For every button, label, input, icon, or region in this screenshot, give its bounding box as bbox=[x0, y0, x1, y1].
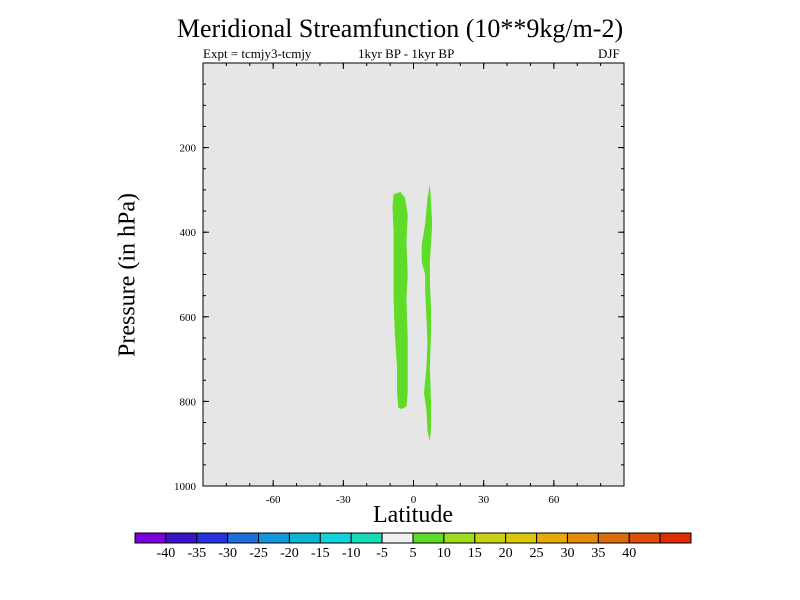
colorbar-label: 15 bbox=[468, 546, 482, 561]
contour-region-1 bbox=[392, 192, 408, 409]
x-tick-label: -30 bbox=[336, 494, 351, 506]
colorbar-swatch bbox=[196, 532, 229, 544]
colorbar-label: -10 bbox=[342, 546, 361, 561]
contour-region-2 bbox=[421, 183, 433, 442]
colorbar-label: -35 bbox=[187, 546, 206, 561]
colorbar-swatch bbox=[474, 532, 507, 544]
colorbar-label: 40 bbox=[622, 546, 636, 561]
colorbar-swatch bbox=[443, 532, 476, 544]
x-tick-label: 60 bbox=[548, 494, 560, 506]
colorbar-swatch bbox=[505, 532, 538, 544]
colorbar-label: -40 bbox=[157, 546, 176, 561]
colorbar: -40 -35 -30 -25 -20 -15 -10 -5 5 10 15 20 25 30 35 40 bbox=[134, 532, 692, 561]
colorbar-swatch bbox=[319, 532, 352, 544]
colorbar-label: -5 bbox=[376, 546, 388, 561]
colorbar-swatch bbox=[628, 532, 661, 544]
plot-background bbox=[203, 63, 624, 486]
colorbar-swatch bbox=[659, 532, 692, 544]
colorbar-swatch bbox=[350, 532, 383, 544]
colorbar-label: 25 bbox=[530, 546, 544, 561]
y-tick-label: 800 bbox=[180, 396, 197, 408]
y-tick-label: 1000 bbox=[174, 481, 197, 493]
colorbar-label: -25 bbox=[249, 546, 268, 561]
experiment-label: Expt = tcmjy3-tcmjy bbox=[203, 46, 312, 61]
y-tick-label: 200 bbox=[180, 143, 197, 155]
x-tick-label: -60 bbox=[266, 494, 281, 506]
colorbar-label: -30 bbox=[218, 546, 237, 561]
x-tick-label: 30 bbox=[478, 494, 490, 506]
colorbar-swatch bbox=[134, 532, 167, 544]
season-label: DJF bbox=[598, 46, 620, 61]
colorbar-swatch bbox=[566, 532, 599, 544]
colorbar-label: 35 bbox=[591, 546, 605, 561]
colorbar-swatch bbox=[165, 532, 198, 544]
colorbar-swatch bbox=[258, 532, 290, 544]
chart-title: Meridional Streamfunction (10**9kg/m-2) bbox=[176, 14, 624, 43]
colorbar-swatch bbox=[381, 532, 414, 544]
colorbar-label: 20 bbox=[499, 546, 513, 561]
colorbar-swatch bbox=[412, 532, 445, 544]
colorbar-swatch bbox=[536, 532, 568, 544]
colorbar-swatch bbox=[288, 532, 321, 544]
colorbar-swatch bbox=[227, 532, 260, 544]
x-tick-label: 0 bbox=[411, 494, 417, 506]
colorbar-label: -20 bbox=[280, 546, 299, 561]
colorbar-label: -15 bbox=[311, 546, 330, 561]
y-tick-label: 600 bbox=[180, 312, 197, 324]
colorbar-label: 5 bbox=[410, 546, 417, 561]
colorbar-label: 10 bbox=[437, 546, 451, 561]
axes: -60 -30 0 30 60 200 400 600 800 1000 bbox=[174, 63, 624, 506]
colorbar-swatch bbox=[597, 532, 630, 544]
x-axis-label: Latitude bbox=[373, 502, 453, 528]
y-tick-label: 400 bbox=[180, 227, 197, 239]
colorbar-label: 30 bbox=[560, 546, 574, 561]
contour-regions bbox=[392, 183, 433, 442]
period-label: 1kyr BP - 1kyr BP bbox=[358, 46, 455, 61]
